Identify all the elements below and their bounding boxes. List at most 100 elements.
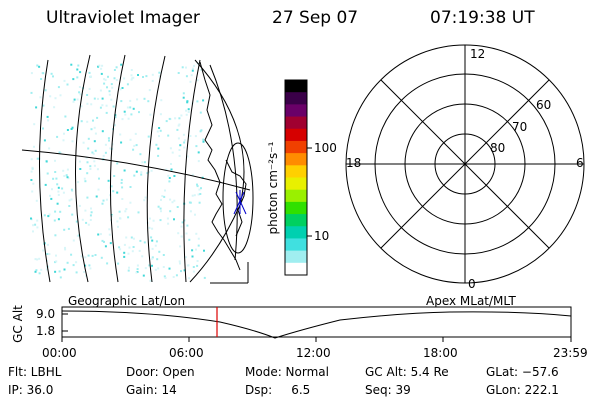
speckle (99, 89, 102, 92)
speckle (110, 98, 113, 101)
speckle (42, 127, 44, 130)
info-door: Door: Open (126, 365, 195, 379)
xtick-label-0000: 00:00 (42, 346, 77, 360)
speckle (85, 156, 88, 159)
colorbar-segment (285, 80, 307, 93)
speckle (130, 74, 133, 77)
speckle (165, 120, 168, 123)
speckle (99, 106, 102, 109)
speckle (151, 73, 154, 76)
speckle (133, 144, 136, 147)
speckle (76, 98, 79, 101)
speckle (176, 206, 179, 208)
speckle (188, 277, 190, 280)
speckle (58, 270, 61, 273)
speckle (186, 100, 189, 103)
speckle (156, 258, 159, 261)
speckle (199, 111, 202, 114)
speckle (180, 114, 183, 117)
speckle (185, 66, 187, 69)
speckle (103, 82, 106, 85)
speckle (107, 179, 110, 182)
speckle (120, 141, 123, 144)
speckle (139, 153, 142, 156)
speckle (152, 219, 155, 222)
speckle (132, 246, 135, 248)
timeline-left-label: Geographic Lat/Lon (68, 294, 186, 308)
timeline-plot (61, 306, 572, 342)
speckle (170, 163, 172, 165)
speckle (40, 268, 43, 271)
speckle (45, 268, 48, 271)
speckle (32, 230, 34, 233)
info-dsp: Dsp: 6.5 (245, 383, 311, 397)
speckle (58, 151, 61, 154)
speckle (132, 76, 135, 79)
time-label: 07:19:38 UT (430, 8, 535, 28)
speckle (128, 266, 130, 269)
speckle (167, 222, 170, 225)
speckle (67, 227, 70, 230)
speckle (94, 132, 97, 135)
speckle (197, 151, 200, 154)
speckle (40, 78, 43, 80)
speckle (169, 147, 172, 150)
speckle (71, 190, 74, 192)
speckle (95, 195, 98, 198)
speckle (167, 134, 170, 137)
speckle (121, 186, 124, 189)
speckle (171, 201, 174, 204)
speckle (181, 221, 184, 224)
speckle (117, 262, 120, 265)
speckle (44, 89, 47, 92)
speckle (30, 158, 33, 161)
speckle (86, 120, 89, 123)
speckle (182, 92, 185, 95)
speckle (104, 245, 107, 248)
polar-mlt-18: 18 (346, 156, 362, 170)
speckle (195, 232, 198, 235)
speckle (79, 71, 82, 74)
speckle (84, 264, 87, 267)
speckle (164, 189, 166, 192)
speckle (70, 128, 73, 130)
speckle (197, 160, 200, 163)
speckle (33, 123, 36, 126)
speckle (151, 79, 154, 82)
speckle (86, 94, 89, 96)
speckle (89, 214, 92, 217)
speckle (97, 233, 100, 236)
speckle (139, 239, 142, 242)
speckle (202, 140, 205, 143)
speckle (33, 145, 35, 148)
speckle (105, 104, 108, 107)
speckle (149, 113, 152, 116)
speckle (160, 210, 162, 213)
speckle (88, 71, 91, 74)
speckle (78, 204, 81, 207)
speckle (151, 239, 154, 242)
speckle (177, 137, 180, 140)
speckle (141, 255, 144, 258)
speckle (97, 97, 99, 100)
speckle (75, 220, 78, 223)
speckle (178, 117, 181, 120)
info-mode: Mode: Normal (245, 365, 329, 379)
info-gain: Gain: 14 (126, 383, 177, 397)
speckle (126, 106, 129, 109)
speckle (163, 275, 166, 278)
speckle (63, 132, 65, 135)
speckle (62, 169, 65, 172)
speckle (143, 97, 146, 100)
speckle (119, 248, 122, 251)
speckle (131, 77, 134, 80)
speckle (135, 170, 138, 173)
speckle (129, 138, 132, 141)
speckle (108, 139, 110, 142)
speckle (126, 83, 129, 86)
longitude-arc-5 (183, 59, 201, 283)
speckle (72, 100, 75, 103)
speckle (124, 113, 127, 116)
speckle (183, 139, 186, 142)
speckle (70, 198, 73, 201)
